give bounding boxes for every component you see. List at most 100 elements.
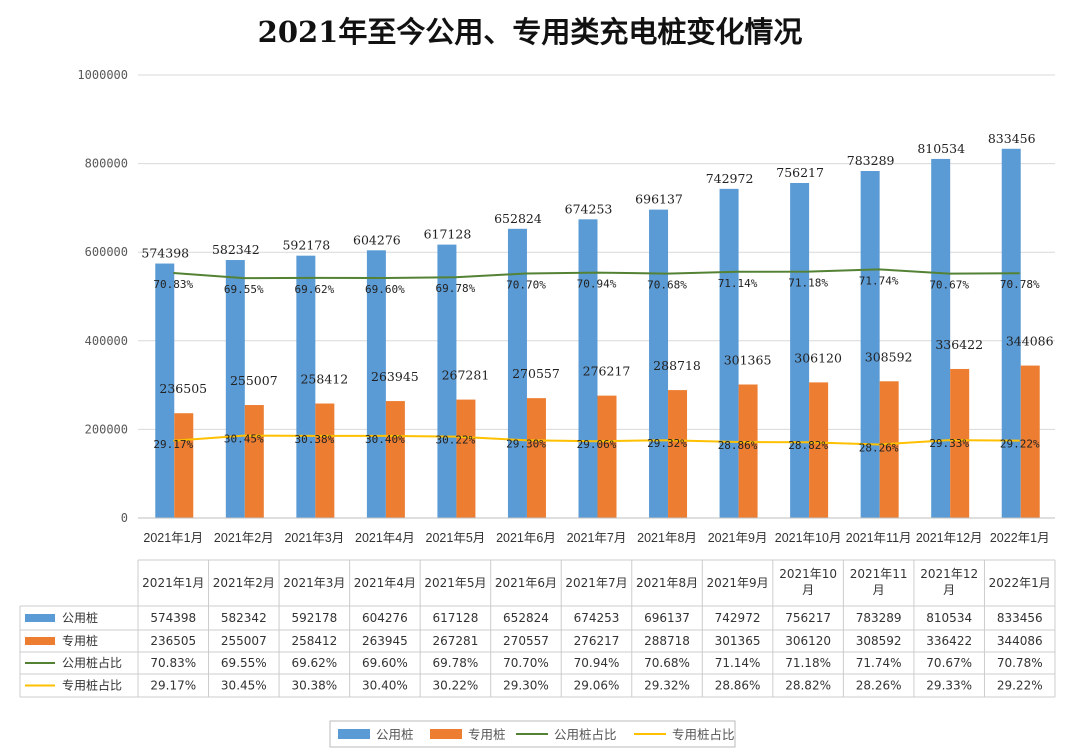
legend-label: 公用桩占比: [554, 727, 617, 742]
bar-public: [366, 250, 386, 518]
x-tick-label: 2021年6月: [496, 531, 556, 545]
table-cell: 574398: [150, 611, 196, 625]
table-cell: 28.26%: [856, 679, 902, 693]
legend-label: 公用桩: [376, 727, 414, 742]
table-cell: 30.38%: [291, 679, 337, 693]
table-row-label: 专用桩: [62, 633, 98, 648]
bar-public: [578, 219, 598, 519]
data-label-share: 70.94%: [577, 278, 617, 291]
table-cell: 255007: [221, 634, 267, 648]
table-cell: 344086: [997, 634, 1043, 648]
data-label-share: 30.45%: [224, 433, 264, 446]
data-label-share: 70.83%: [153, 278, 193, 291]
legend-key-1: [25, 637, 55, 645]
y-tick-label: 200000: [85, 422, 128, 436]
bar-private: [950, 368, 970, 518]
x-tick-label: 2021年2月: [214, 531, 274, 545]
x-tick-label: 2022年1月: [990, 531, 1050, 545]
table-cell: 652824: [503, 611, 549, 625]
y-tick-label: 0: [121, 511, 128, 525]
table-header: 2021年3月: [283, 576, 345, 590]
legend-label: 专用桩占比: [672, 727, 735, 742]
table-cell: 70.94%: [574, 656, 620, 670]
table-cell: 69.78%: [433, 656, 479, 670]
x-tick-label: 2021年7月: [567, 531, 627, 545]
data-label-private: 308592: [865, 349, 913, 364]
table-cell: 29.22%: [997, 679, 1043, 693]
table-cell: 604276: [362, 611, 408, 625]
data-label-share: 28.26%: [859, 441, 899, 454]
table-cell: 69.60%: [362, 656, 408, 670]
table-cell: 756217: [785, 611, 831, 625]
data-label-private: 276217: [583, 364, 631, 379]
chart-title: 2021年至今公用、专用类充电桩变化情况: [258, 15, 803, 49]
bar-public: [225, 260, 245, 518]
data-label-share: 28.82%: [788, 439, 828, 452]
bar-private: [1020, 365, 1040, 518]
data-label-share: 69.55%: [224, 283, 264, 296]
data-label-private: 306120: [794, 350, 842, 365]
bar-private: [244, 405, 264, 518]
data-label-share: 69.78%: [436, 282, 476, 295]
table-cell: 236505: [150, 634, 196, 648]
x-tick-label: 2021年3月: [284, 531, 344, 545]
table-cell: 70.83%: [150, 656, 196, 670]
data-label-share: 70.70%: [506, 279, 546, 292]
bar-public: [790, 182, 810, 519]
legend-key-0: [25, 614, 55, 622]
data-label-public: 652824: [494, 211, 542, 226]
table-cell: 29.30%: [503, 679, 549, 693]
table-header: 2021年10 月: [779, 567, 837, 597]
table-cell: 69.62%: [291, 656, 337, 670]
data-label-private: 288718: [653, 358, 701, 373]
data-label-public: 783289: [847, 153, 895, 168]
x-tick-label: 2021年11月: [846, 531, 912, 545]
table-cell: 276217: [574, 634, 620, 648]
table-cell: 306120: [785, 634, 831, 648]
x-tick-label: 2021年9月: [708, 531, 768, 545]
table-header: 2021年9月: [706, 576, 768, 590]
data-label-share: 70.67%: [929, 279, 969, 292]
table-cell: 71.18%: [785, 656, 831, 670]
table-cell: 30.45%: [221, 679, 267, 693]
table-cell: 71.74%: [856, 656, 902, 670]
bar-private: [526, 398, 546, 518]
data-label-public: 582342: [212, 242, 260, 257]
table-row-label: 公用桩占比: [62, 655, 122, 670]
bar-private: [738, 384, 758, 518]
bar-public: [437, 244, 457, 518]
data-label-private: 267281: [442, 368, 490, 383]
table-cell: 70.67%: [926, 656, 972, 670]
data-label-share: 29.32%: [647, 437, 687, 450]
table-cell: 267281: [433, 634, 479, 648]
line-private-share: [173, 434, 1020, 446]
table-cell: 742972: [715, 611, 761, 625]
data-label-share: 30.38%: [294, 433, 334, 446]
data-label-share: 30.22%: [436, 434, 476, 447]
x-tick-label: 2021年8月: [637, 531, 697, 545]
table-cell: 308592: [856, 634, 902, 648]
table-cell: 336422: [926, 634, 972, 648]
data-label-share: 70.68%: [647, 279, 687, 292]
table-header: 2021年11 月: [850, 567, 908, 597]
table-cell: 592178: [291, 611, 337, 625]
data-label-share: 71.18%: [788, 277, 828, 290]
table-cell: 810534: [926, 611, 972, 625]
table-cell: 696137: [644, 611, 690, 625]
table-row-label: 公用桩: [62, 610, 98, 625]
data-label-public: 696137: [635, 192, 683, 207]
table-cell: 783289: [856, 611, 902, 625]
data-label-public: 574398: [141, 246, 189, 261]
bar-private: [809, 382, 829, 518]
legend-swatch: [430, 729, 462, 739]
table-cell: 70.68%: [644, 656, 690, 670]
bar-private: [315, 403, 335, 518]
data-label-share: 71.74%: [859, 274, 899, 287]
data-label-share: 28.86%: [718, 439, 758, 452]
data-label-private: 258412: [300, 372, 348, 387]
data-label-private: 301365: [724, 352, 772, 367]
table-header: 2022年1月: [989, 576, 1051, 590]
table-header: 2021年4月: [354, 576, 416, 590]
data-label-share: 69.60%: [365, 283, 405, 296]
